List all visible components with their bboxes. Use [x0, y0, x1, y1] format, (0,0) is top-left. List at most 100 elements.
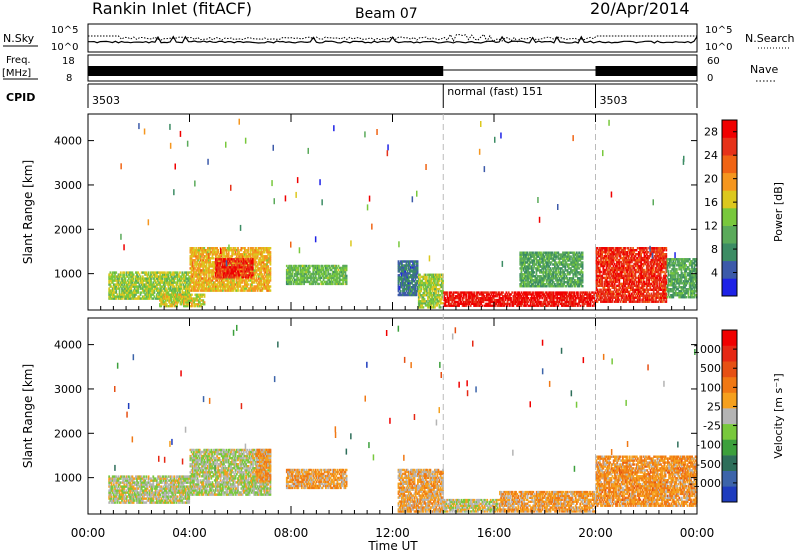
heatmap-cell [255, 289, 257, 291]
cpid-segment-label: 3503 [92, 94, 120, 107]
heatmap-cell [133, 273, 135, 275]
heatmap-cell [204, 301, 206, 303]
heatmap-cell [553, 291, 555, 293]
heatmap-cell [270, 267, 272, 269]
heatmap-cell [440, 306, 442, 308]
heatmap-cell [213, 257, 215, 259]
heatmap-cell [248, 283, 250, 285]
heatmap-cell [270, 275, 272, 277]
cpid-panel: CPID 3503 normal (fast) 151 3503 [6, 84, 697, 108]
heatmap-cell [237, 289, 239, 291]
noise-sky-label: N.Sky [3, 32, 35, 45]
heatmap-cell [400, 290, 402, 292]
heatmap-cell [115, 271, 117, 273]
heatmap-cell [120, 271, 122, 273]
heatmap-cell [240, 258, 242, 260]
heatmap-cell [264, 251, 266, 253]
heatmap-cell [123, 271, 125, 273]
heatmap-cell [256, 261, 258, 263]
cpid-segments: 3503 normal (fast) 151 3503 [92, 84, 628, 108]
heatmap-cell [309, 265, 311, 267]
heatmap-cell [179, 271, 181, 273]
heatmap-cell [436, 304, 438, 306]
heatmap-cell [270, 289, 272, 291]
power-cells [108, 119, 697, 309]
heatmap-cell [420, 288, 422, 290]
heatmap-cell [425, 274, 427, 276]
freq-unit: [MHz] [2, 68, 31, 79]
heatmap-cell [426, 276, 428, 278]
heatmap-cell [270, 247, 272, 249]
freq-panel: Freq. [MHz] 18 8 60 0 Nave [2, 55, 778, 84]
heatmap-cell [237, 247, 239, 249]
heatmap-cell [245, 258, 247, 260]
heatmap-cell [318, 283, 320, 285]
heatmap-cell [533, 271, 535, 273]
noise-left-tick-top: 10^5 [51, 25, 78, 36]
cpid-segment-label: 3503 [600, 94, 628, 107]
heatmap-cell [441, 298, 443, 300]
heatmap-cell [419, 274, 421, 276]
beam-title: Beam 07 [355, 6, 418, 22]
heatmap-cell [248, 247, 250, 249]
heatmap-cell [346, 275, 348, 277]
nave-right-tick-bottom: 0 [707, 73, 713, 84]
heatmap-cell [473, 291, 475, 293]
heatmap-cell [426, 288, 428, 290]
heatmap-cell [511, 291, 513, 293]
heatmap-cell [267, 265, 269, 267]
heatmap-cell [261, 289, 263, 291]
heatmap-cell [532, 291, 534, 293]
cpid-label: CPID [6, 91, 35, 104]
heatmap-cell [217, 249, 219, 251]
freq-left-tick-bottom: 8 [66, 73, 72, 84]
heatmap-cell [257, 289, 259, 291]
noise-left-tick-bottom: 10^0 [51, 42, 78, 53]
heatmap-cell [502, 291, 504, 293]
nave-label: Nave [750, 63, 778, 76]
heatmap-cell [232, 289, 234, 291]
heatmap-cell [206, 275, 208, 277]
heatmap-cell [423, 306, 425, 308]
nave-right-tick-top: 60 [707, 56, 720, 67]
date-title: 20/Apr/2014 [590, 0, 690, 18]
heatmap-cell [574, 291, 576, 293]
heatmap-cell [579, 305, 581, 307]
noise-search-label: N.Search [745, 32, 795, 45]
heatmap-cell [244, 289, 246, 291]
heatmap-cell [270, 285, 272, 287]
heatmap-cell [216, 258, 218, 260]
heatmap-cell [191, 294, 193, 296]
site-title: Rankin Inlet (fitACF) [92, 0, 252, 18]
heatmap-cell [442, 280, 444, 282]
noise-right-tick-top: 10^5 [705, 25, 732, 36]
noise-right-tick-bottom: 10^0 [705, 42, 732, 53]
cpid-segment-label: normal (fast) 151 [447, 85, 543, 98]
heatmap-cell [222, 289, 224, 291]
heatmap-cell [447, 291, 449, 293]
freq-band-1 [88, 66, 443, 76]
heatmap-cell [252, 258, 254, 260]
heatmap-cell [510, 297, 512, 299]
heatmap-cell [270, 263, 272, 265]
heatmap-cell [256, 275, 258, 277]
heatmap-cell [204, 294, 206, 296]
heatmap-cell [206, 263, 208, 265]
heatmap-cell [223, 251, 225, 253]
heatmap-cell [261, 273, 263, 275]
heatmap-cell [442, 282, 444, 284]
heatmap-cell [577, 291, 579, 293]
heatmap-cell [270, 251, 272, 253]
freq-left-tick-top: 18 [62, 56, 75, 67]
heatmap-cell [228, 251, 230, 253]
heatmap-cell [148, 271, 150, 273]
freq-label: Freq. [6, 55, 31, 66]
heatmap-cell [346, 265, 348, 267]
freq-band-2 [596, 66, 698, 76]
heatmap-cell [252, 272, 254, 274]
heatmap-cell [224, 258, 226, 260]
noise-panel: N.Sky 10^5 10^0 10^5 10^0 N.Search [3, 24, 795, 53]
heatmap-cell [417, 260, 419, 262]
